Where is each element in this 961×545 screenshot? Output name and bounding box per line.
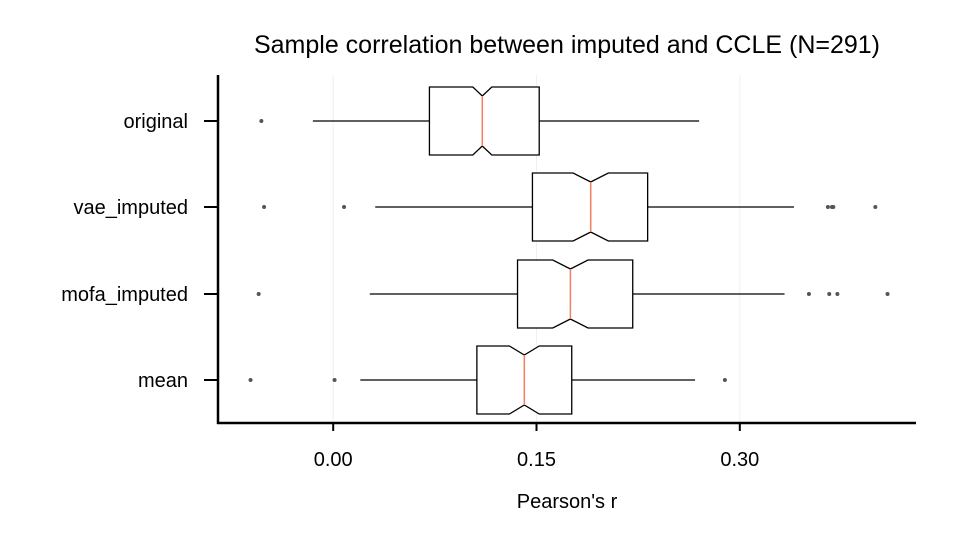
outlier-mean-0	[248, 378, 253, 382]
box-vae_imputed	[262, 172, 878, 242]
outlier-mofa_imputed-3	[835, 292, 840, 296]
outlier-vae_imputed-1	[342, 205, 347, 209]
box-mean	[248, 345, 727, 415]
box-series	[248, 86, 890, 415]
box-body-mofa_imputed	[516, 259, 634, 329]
y-tick-label-mofa_imputed: mofa_imputed	[61, 284, 188, 306]
y-tick-label-mean: mean	[138, 370, 188, 392]
y-tick-label-vae_imputed: vae_imputed	[73, 197, 188, 219]
chart-title: Sample correlation between imputed and C…	[254, 31, 880, 59]
outlier-mofa_imputed-2	[827, 292, 832, 296]
box-body-original	[428, 86, 540, 156]
outlier-vae_imputed-0	[262, 205, 267, 209]
x-axis-label: Pearson's r	[517, 491, 618, 513]
outlier-original-0	[259, 119, 264, 123]
box-mofa_imputed	[256, 259, 890, 329]
outlier-mofa_imputed-4	[885, 292, 890, 296]
outlier-vae_imputed-4	[831, 205, 836, 209]
outlier-mofa_imputed-1	[806, 292, 811, 296]
y-tick-label-original: original	[124, 111, 188, 133]
tick-labels: 0.00 0.15 0.30 original vae_imputed mofa_impu…	[61, 111, 759, 471]
outlier-vae_imputed-2	[825, 205, 830, 209]
x-tick-label-0: 0.00	[314, 449, 353, 471]
outlier-vae_imputed-5	[873, 205, 878, 209]
outlier-mean-2	[722, 378, 727, 382]
x-tick-label-2: 0.30	[720, 449, 759, 471]
outlier-mean-1	[332, 378, 337, 382]
x-tick-label-1: 0.15	[517, 449, 556, 471]
box-original	[259, 86, 700, 156]
outlier-mofa_imputed-0	[256, 292, 261, 296]
